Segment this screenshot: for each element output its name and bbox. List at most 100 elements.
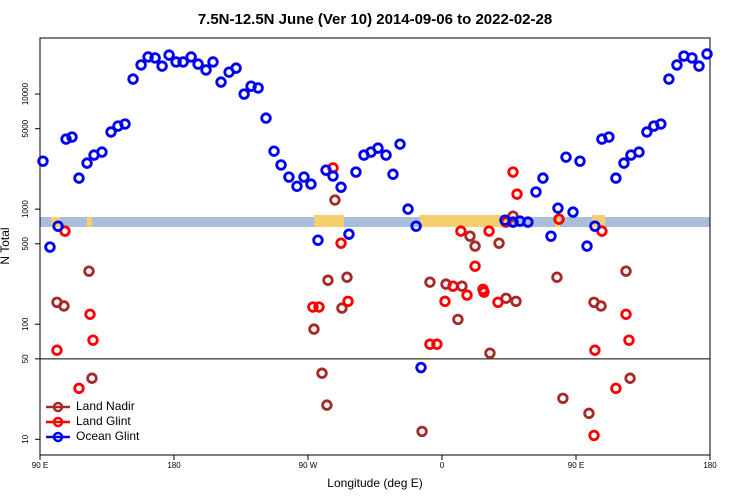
point — [456, 280, 468, 292]
point — [313, 301, 325, 313]
point — [207, 56, 219, 68]
point — [589, 220, 601, 232]
y-tick-label: 1000 — [21, 200, 30, 218]
point — [343, 228, 355, 240]
point — [51, 344, 63, 356]
point — [522, 216, 534, 228]
chart-title: 7.5N-12.5N June (Ver 10) 2014-09-06 to 2… — [198, 11, 552, 28]
point — [415, 361, 427, 374]
point — [545, 230, 557, 242]
point — [492, 296, 504, 308]
point — [342, 295, 354, 308]
point — [316, 367, 328, 379]
point — [567, 206, 579, 218]
x-axis-label: Longitude (deg E) — [327, 476, 422, 490]
x-tick-label: 180 — [703, 461, 717, 470]
x-tick-label: 90 W — [299, 461, 318, 470]
point — [620, 265, 632, 277]
point — [507, 166, 519, 178]
point — [464, 230, 476, 242]
point — [230, 62, 242, 74]
point — [260, 112, 272, 124]
point — [308, 323, 320, 335]
legend-marker — [52, 416, 64, 428]
point — [469, 260, 481, 272]
point — [37, 155, 49, 167]
point — [394, 138, 406, 150]
point — [119, 118, 131, 130]
point — [275, 159, 287, 171]
point — [84, 308, 96, 320]
point — [268, 145, 280, 157]
point — [410, 220, 422, 232]
point — [321, 399, 333, 411]
point — [58, 300, 70, 312]
point — [439, 295, 451, 308]
surface-band — [40, 217, 710, 227]
point — [252, 82, 264, 94]
point — [341, 271, 353, 283]
point — [452, 313, 464, 326]
point — [322, 274, 334, 286]
y-tick-label: 100 — [21, 317, 30, 331]
legend-label: Land Nadir — [76, 399, 135, 413]
point — [455, 225, 467, 237]
land-band — [51, 215, 605, 227]
x-tick-label: 90 E — [32, 461, 48, 470]
point — [431, 338, 443, 350]
point — [170, 56, 182, 68]
point — [424, 338, 436, 350]
y-tick-label: 50 — [21, 354, 30, 363]
point — [595, 300, 607, 312]
point — [478, 286, 490, 298]
point — [693, 60, 705, 72]
point — [387, 168, 399, 180]
point — [447, 280, 459, 292]
legend-marker — [52, 431, 64, 443]
point — [603, 131, 615, 143]
point — [552, 202, 564, 214]
point — [461, 289, 473, 301]
point — [560, 151, 572, 163]
x-tick-label: 90 E — [568, 461, 584, 470]
point — [686, 52, 698, 64]
point — [469, 240, 481, 252]
point — [96, 146, 108, 158]
point — [589, 344, 601, 356]
point — [610, 382, 622, 395]
point — [663, 73, 675, 85]
point — [655, 118, 667, 130]
point — [624, 372, 636, 384]
point — [610, 172, 622, 184]
point — [350, 166, 362, 178]
point — [66, 131, 78, 143]
y-tick-label: 500 — [21, 237, 30, 251]
point — [620, 308, 632, 320]
point — [416, 425, 428, 438]
point — [185, 51, 197, 63]
point — [135, 59, 147, 71]
point — [507, 216, 519, 228]
point — [142, 51, 154, 63]
point — [192, 58, 204, 70]
point — [380, 149, 392, 161]
point — [163, 49, 175, 61]
point — [52, 220, 64, 232]
plot-frame — [39, 37, 711, 456]
point — [60, 133, 72, 145]
point — [483, 225, 495, 237]
point — [588, 429, 600, 442]
legend-marker — [52, 401, 64, 413]
point — [402, 203, 414, 215]
point — [530, 186, 542, 198]
point — [44, 241, 56, 253]
point — [581, 240, 593, 252]
point — [701, 48, 713, 60]
point — [511, 188, 523, 200]
point — [335, 181, 347, 193]
point — [73, 382, 85, 395]
point — [557, 392, 569, 405]
point — [291, 180, 303, 192]
y-axis-label: N Total — [0, 227, 12, 264]
legend-label: Ocean Glint — [76, 429, 140, 443]
